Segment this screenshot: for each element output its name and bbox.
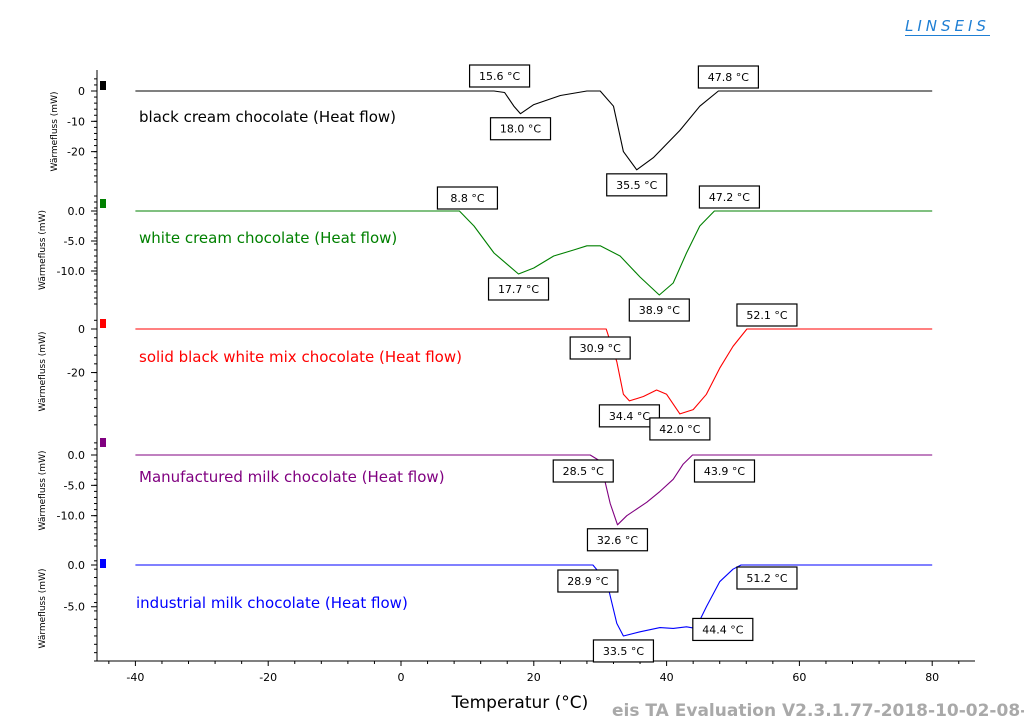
series-line [135,455,932,525]
series-marker [100,81,106,90]
x-tick-label: 20 [527,671,541,684]
series-line [135,329,932,414]
y-tick-label: -20 [67,367,85,380]
annotation-label: 15.6 °C [479,70,520,83]
y-tick-label: 0.0 [68,449,86,462]
annotation-label: 28.9 °C [567,575,608,588]
annotation-label: 38.9 °C [639,304,680,317]
annotation-label: 17.7 °C [498,283,539,296]
x-tick-label: -40 [126,671,144,684]
y-tick-label: -10 [67,115,85,128]
y-axis-label: Wärmefluss (mW) [38,451,48,531]
y-tick-label: 0.0 [68,559,86,572]
y-tick-label: -5.0 [64,601,85,614]
annotation-label: 44.4 °C [702,623,743,636]
series-label: black cream chocolate (Heat flow) [139,108,396,126]
series-marker [100,438,106,447]
y-tick-label: 0.0 [68,205,86,218]
y-tick-label: -5.0 [64,235,85,248]
y-axis-label: Wärmefluss (mW) [38,332,48,412]
series-label: white cream chocolate (Heat flow) [139,229,397,247]
x-tick-label: 40 [660,671,674,684]
annotation-label: 52.1 °C [746,309,787,322]
annotation-label: 8.8 °C [450,192,484,205]
annotation-label: 47.2 °C [709,191,750,204]
y-tick-label: -10.0 [57,510,85,523]
annotation-label: 42.0 °C [659,423,700,436]
annotation-label: 30.9 °C [580,342,621,355]
annotation-label: 28.5 °C [563,465,604,478]
x-tick-label: 80 [925,671,939,684]
series-label: solid black white mix chocolate (Heat fl… [139,348,462,366]
x-tick-label: 60 [792,671,806,684]
x-axis-title: Temperatur (°C) [451,693,589,713]
y-axis-label: Wärmefluss (mW) [38,569,48,649]
annotation-label: 51.2 °C [746,572,787,585]
y-tick-label: 0 [78,85,85,98]
y-tick-label: -10.0 [57,265,85,278]
annotation-label: 33.5 °C [603,645,644,658]
x-tick-label: -20 [259,671,277,684]
annotation-label: 35.5 °C [616,179,657,192]
annotation-label: 32.6 °C [597,534,638,547]
series-label: industrial milk chocolate (Heat flow) [136,594,408,612]
annotation-label: 34.4 °C [609,410,650,423]
y-axis-label: Wärmefluss (mW) [38,210,48,290]
series-label: Manufactured milk chocolate (Heat flow) [139,468,445,486]
series-marker [100,199,106,208]
annotation-label: 18.0 °C [500,123,541,136]
series-marker [100,319,106,328]
series-marker [100,559,106,568]
y-tick-label: 0 [78,323,85,336]
annotation-label: 47.8 °C [708,71,749,84]
annotation-label: 43.9 °C [704,465,745,478]
y-axis-label: Wärmefluss (mW) [50,92,60,172]
y-tick-label: -20 [67,146,85,159]
version-footer: eis TA Evaluation V2.3.1.77-2018-10-02-0… [612,701,1024,721]
x-tick-label: 0 [398,671,405,684]
y-tick-label: -5.0 [64,479,85,492]
